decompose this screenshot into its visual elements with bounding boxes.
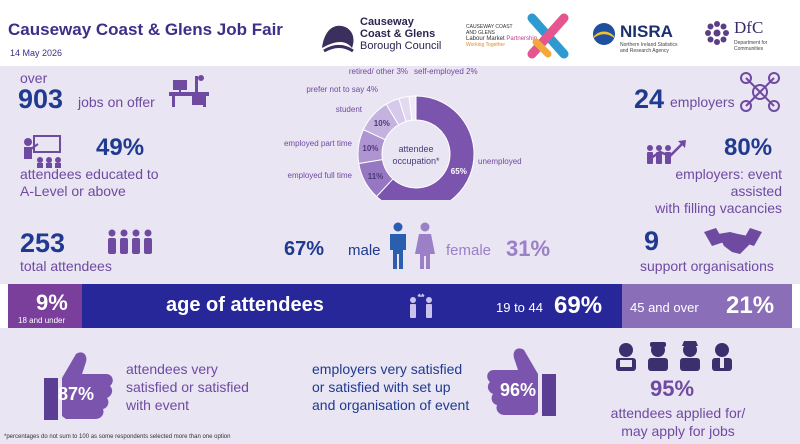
nisra-name: NISRA [620, 22, 673, 41]
employers-assisted-value: 80% [724, 134, 773, 161]
lmp-line3: Labour Market [466, 36, 505, 42]
workers-icon [616, 341, 732, 371]
donut-slice-self-employed [408, 95, 417, 121]
employer-satisfaction-pct: 96% [500, 380, 537, 400]
lmp-logo: CAUSEWAY COAST AND GLENS Labour Market P… [466, 10, 574, 62]
handshake-icon [704, 228, 762, 254]
employer-satisfaction-l3: and organisation of event [312, 397, 470, 413]
donut-category-label: retired/ other 3% [349, 67, 408, 76]
council-logo: Causeway Coast & Glens Borough Council [318, 14, 450, 60]
age-mid-segment: age of attendees 19 to 44 69% [82, 284, 622, 328]
attendee-satisfaction-l2: satisfied or satisfied [126, 379, 249, 395]
employers-label: employers [670, 94, 735, 110]
donut-slice-unemployed [375, 95, 475, 200]
age-old-pct: 21% [726, 292, 775, 319]
network-icon [740, 72, 780, 112]
lmp-line1: CAUSEWAY COAST [466, 24, 513, 30]
female-pct: 31% [506, 236, 551, 261]
employer-satisfaction-l1: employers very satisfied [312, 361, 463, 377]
lmp-line3b: Partnership [506, 36, 538, 42]
attendees-value: 253 [20, 228, 66, 258]
page-title: Causeway Coast & Glens Job Fair [8, 20, 283, 39]
attendees-label: total attendees [20, 258, 112, 274]
lmp-line4: Working Together [466, 42, 506, 48]
donut-category-label: employed full time [288, 171, 353, 180]
male-icon [390, 222, 406, 269]
age-mid-label: 19 to 44 [496, 300, 543, 315]
desk-icon [169, 75, 209, 107]
dfc-sub1: Department for [734, 40, 768, 46]
event-date: 14 May 2026 [10, 48, 63, 58]
applied-l2: may apply for jobs [621, 423, 735, 439]
classroom-icon [24, 135, 61, 168]
employers-assisted-label-2: with filling vacancies [655, 200, 782, 216]
nisra-globe-icon [593, 23, 615, 45]
age-young-pct: 9% [36, 290, 68, 315]
applied-l1: attendees applied for/ [610, 405, 746, 421]
support-label: support organisations [640, 258, 774, 274]
donut-category-label: prefer not to say 4% [306, 85, 378, 94]
attendee-satisfaction-l1: attendees very [126, 361, 218, 377]
nisra-logo: NISRA Northern Ireland Statistics and Re… [592, 20, 692, 60]
jobs-prefix: over [20, 70, 48, 86]
jobs-value: 903 [18, 84, 64, 114]
dfc-flower-icon [705, 21, 729, 45]
donut-value-label: 65% [451, 167, 467, 176]
donut-center-title-1: attendee [398, 144, 433, 154]
donut-value-label: 10% [374, 119, 390, 128]
dfc-logo: DfC Department for Communities [704, 18, 794, 62]
people-group-icon [108, 229, 152, 254]
growth-team-icon [647, 140, 686, 164]
age-people-icon [410, 293, 432, 318]
employer-thumbs-up-icon [487, 348, 556, 416]
age-bar: 9% 18 and under age of attendees 19 to 4… [8, 284, 792, 328]
donut-category-label: student [336, 105, 363, 114]
education-label-2: A-Level or above [20, 183, 126, 199]
age-old-label: 45 and over [630, 300, 699, 315]
jobs-label: jobs on offer [78, 94, 155, 110]
female-label: female [446, 242, 492, 259]
donut-center-title-2: occupation* [392, 156, 440, 166]
employer-satisfaction-l2: or satisfied with set up [312, 379, 451, 395]
age-young-segment: 9% 18 and under [8, 284, 82, 328]
dfc-sub2: Communities [734, 46, 764, 52]
lmp-cross-icon [527, 13, 569, 59]
donut-category-label: employed part time [284, 139, 353, 148]
female-icon [415, 222, 435, 269]
employers-value: 24 [634, 84, 665, 114]
education-label-1: attendees educated to [20, 166, 159, 182]
age-young-label: 18 and under [18, 316, 66, 325]
occupation-donut-chart: 65% unemployed 11% employed full time 10% emp… [284, 67, 522, 200]
donut-category-label: self-employed 2% [414, 67, 478, 76]
employers-assisted-label-1: employers: event assisted [675, 166, 782, 199]
age-mid-pct: 69% [554, 292, 603, 319]
council-name-2: Coast & Glens [360, 28, 436, 40]
council-logo-icon [322, 25, 354, 53]
donut-value-label: 11% [368, 172, 384, 181]
nisra-sub2: and Research Agency [620, 48, 669, 54]
male-pct: 67% [284, 238, 325, 260]
dfc-name: DfC [734, 18, 764, 37]
education-value: 49% [96, 134, 145, 161]
donut-category-label: unemployed [478, 157, 522, 166]
applied-pct: 95% [650, 376, 695, 401]
council-name-1: Causeway [360, 16, 414, 28]
thumbs-up-icon [44, 352, 113, 420]
nisra-sub1: Northern Ireland Statistics [620, 42, 678, 48]
council-name-3: Borough Council [360, 40, 442, 52]
support-value: 9 [644, 226, 660, 256]
attendee-satisfaction-pct: 87% [58, 384, 95, 404]
satisfaction-panel [0, 328, 800, 444]
age-title: age of attendees [166, 294, 324, 316]
donut-value-label: 10% [362, 144, 378, 153]
age-old-segment: 45 and over 21% [622, 284, 792, 328]
footnote: *percentages do not sum to 100 as some r… [4, 434, 231, 440]
attendee-satisfaction-l3: with event [126, 397, 190, 413]
male-label: male [348, 242, 381, 259]
lmp-line2: AND GLENS [466, 30, 495, 36]
